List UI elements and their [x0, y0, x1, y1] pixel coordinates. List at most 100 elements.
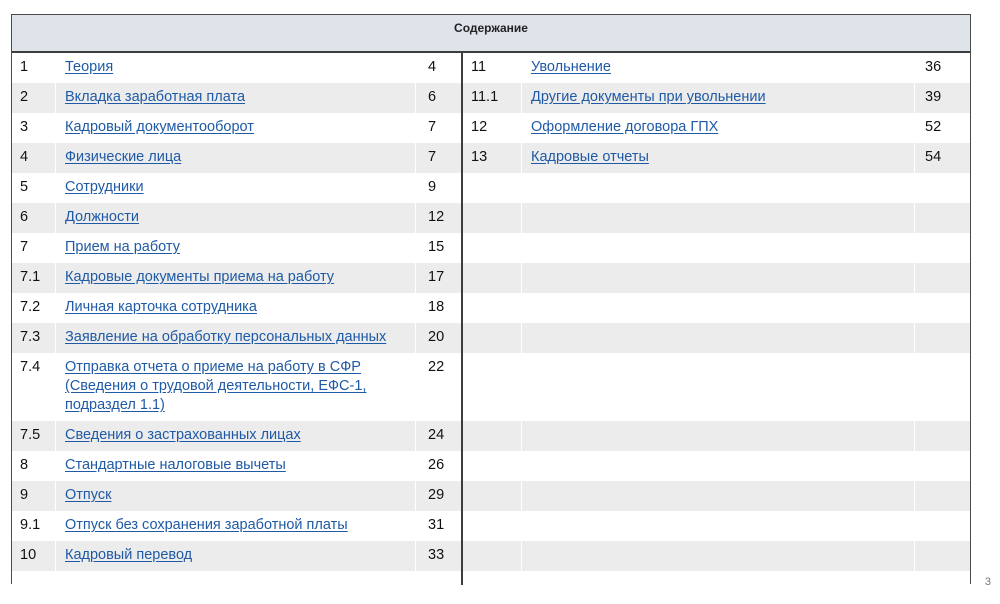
section-title-cell: Личная карточка сотрудника: [56, 293, 416, 323]
toc-row: 7.5 Сведения о застрахованных лицах 24: [12, 421, 461, 451]
empty-cell: [522, 233, 915, 263]
section-page: 24: [416, 421, 461, 451]
section-title-cell: Кадровые отчеты: [522, 143, 915, 173]
toc-row: 7.4 Отправка отчета о приеме на работу в…: [12, 353, 461, 421]
empty-cell: [522, 173, 915, 203]
section-link[interactable]: Теория: [65, 59, 114, 75]
section-link[interactable]: Физические лица: [65, 149, 182, 165]
table-of-contents: Содержание 1 Теория 4 2 Вкладка заработн…: [11, 14, 971, 585]
section-link[interactable]: Должности: [65, 209, 139, 225]
toc-row: 8 Стандартные налоговые вычеты 26: [12, 451, 461, 481]
section-number: 2: [12, 83, 56, 113]
empty-cell: [522, 203, 915, 233]
toc-row: 9.1 Отпуск без сохранения заработной пла…: [12, 511, 461, 541]
section-link[interactable]: Отправка отчета о приеме на работу в СФР…: [65, 359, 367, 413]
section-number: 13: [463, 143, 522, 173]
toc-row: 13 Кадровые отчеты 54: [463, 143, 970, 173]
section-page: 29: [416, 481, 461, 511]
empty-row: [463, 233, 970, 263]
section-title-cell: Прием на работу: [56, 233, 416, 263]
section-link[interactable]: Кадровый перевод: [65, 547, 193, 563]
empty-row: [463, 541, 970, 571]
empty-cell: [915, 481, 970, 511]
section-title-cell: Сотрудники: [56, 173, 416, 203]
empty-cell: [463, 481, 522, 511]
section-number: 11: [463, 53, 522, 83]
section-link[interactable]: Другие документы при увольнении: [531, 89, 766, 105]
section-link[interactable]: Сведения о застрахованных лицах: [65, 427, 301, 443]
page-number: 3: [984, 576, 991, 588]
toc-row: 7.1 Кадровые документы приема на работу …: [12, 263, 461, 293]
section-title-cell: Заявление на обработку персональных данн…: [56, 323, 416, 353]
section-page: 31: [428, 517, 445, 533]
section-title-cell: Должности: [56, 203, 416, 233]
toc-row: 11 Увольнение 36: [463, 53, 970, 83]
section-page: 7: [428, 119, 437, 135]
section-link[interactable]: Отпуск: [65, 487, 112, 503]
section-number: 1: [12, 53, 56, 83]
toc-row: 5 Сотрудники 9: [12, 173, 461, 203]
section-link[interactable]: Стандартные налоговые вычеты: [65, 457, 286, 473]
section-number: 7: [12, 233, 56, 263]
section-link[interactable]: Прием на работу: [65, 239, 180, 255]
toc-row: 10 Кадровый перевод 33: [12, 541, 461, 571]
column-divider: [461, 53, 463, 585]
empty-cell: [915, 323, 970, 353]
empty-cell: [915, 203, 970, 233]
empty-row: [463, 353, 970, 421]
section-title-cell: Другие документы при увольнении: [522, 83, 915, 113]
section-link[interactable]: Кадровые документы приема на работу: [65, 269, 335, 285]
section-number: 9: [12, 481, 56, 511]
empty-cell: [522, 481, 915, 511]
toc-row: 4 Физические лица 7: [12, 143, 461, 173]
empty-cell: [522, 451, 915, 481]
empty-cell: [463, 353, 522, 421]
toc-row: 1 Теория 4: [12, 53, 461, 83]
toc-row: 7 Прием на работу 15: [12, 233, 461, 263]
section-title-cell: Кадровый перевод: [56, 541, 416, 571]
empty-cell: [522, 511, 915, 541]
section-title-cell: Теория: [56, 53, 416, 83]
empty-cell: [522, 293, 915, 323]
section-page: 17: [416, 263, 461, 293]
section-link[interactable]: Кадровый документооборот: [65, 119, 254, 135]
section-title-cell: Стандартные налоговые вычеты: [56, 451, 416, 481]
section-number: 12: [463, 113, 522, 143]
section-link[interactable]: Отпуск без сохранения заработной платы: [65, 517, 348, 533]
toc-row: 7.3 Заявление на обработку персональных …: [12, 323, 461, 353]
empty-cell: [915, 293, 970, 323]
section-page: 15: [428, 239, 445, 255]
empty-row: [463, 263, 970, 293]
section-link[interactable]: Оформление договора ГПХ: [531, 119, 719, 135]
section-link[interactable]: Личная карточка сотрудника: [65, 299, 257, 315]
toc-right-column: 11 Увольнение 36 11.1 Другие документы п…: [463, 53, 970, 571]
section-title-cell: Отпуск: [56, 481, 416, 511]
section-page: 12: [416, 203, 461, 233]
section-link[interactable]: Вкладка заработная плата: [65, 89, 246, 105]
section-title-cell: Физические лица: [56, 143, 416, 173]
empty-cell: [463, 293, 522, 323]
empty-cell: [463, 511, 522, 541]
empty-cell: [915, 511, 970, 541]
section-number: 7.2: [12, 293, 56, 323]
empty-row: [463, 511, 970, 541]
toc-row: 7.2 Личная карточка сотрудника 18: [12, 293, 461, 323]
section-page: 54: [915, 143, 970, 173]
section-page: 9: [428, 179, 437, 195]
section-page: 33: [416, 541, 461, 571]
section-link[interactable]: Увольнение: [531, 59, 611, 75]
empty-cell: [915, 353, 970, 421]
toc-row: 2 Вкладка заработная плата 6: [12, 83, 461, 113]
section-page: 26: [428, 457, 445, 473]
section-link[interactable]: Заявление на обработку персональных данн…: [65, 329, 387, 345]
empty-row: [463, 293, 970, 323]
section-number: 11.1: [463, 83, 522, 113]
empty-cell: [915, 541, 970, 571]
section-link[interactable]: Кадровые отчеты: [531, 149, 649, 165]
section-link[interactable]: Сотрудники: [65, 179, 144, 195]
section-number: 9.1: [12, 511, 56, 541]
empty-cell: [463, 263, 522, 293]
empty-cell: [522, 353, 915, 421]
empty-cell: [915, 173, 970, 203]
empty-row: [463, 173, 970, 203]
